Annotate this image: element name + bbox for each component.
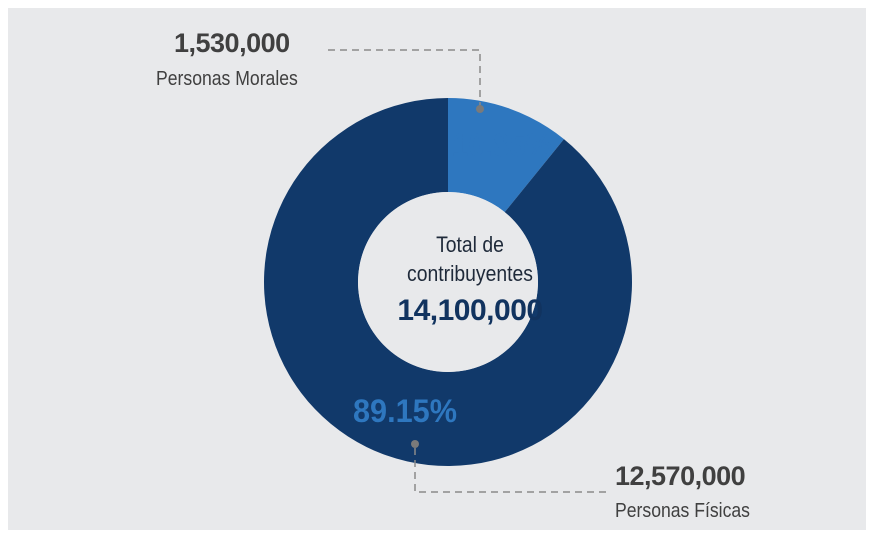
chart-panel: 10.85% 89.15% 1,530,000 Personas Morales … (8, 8, 866, 530)
center-total-value: 14,100,000 (397, 294, 543, 327)
slice-personas-morales (448, 98, 564, 213)
fisicas-leader-line (414, 448, 606, 493)
center-total-block: Total de contribuyentes 14,100,000 (386, 230, 554, 328)
fisicas-value-label: 12,570,000 (615, 461, 746, 491)
morales-name-label: Personas Morales (156, 68, 298, 90)
slice-personas-fisicas (264, 98, 632, 466)
fisicas-percent-label: 89.15% (353, 393, 457, 429)
morales-leader-dot (476, 105, 484, 113)
fisicas-name-label: Personas Físicas (615, 500, 750, 522)
morales-percent-label: 10.85% (452, 127, 552, 163)
morales-value-label: 1,530,000 (174, 28, 290, 58)
donut-chart: 10.85% 89.15% (264, 49, 632, 493)
morales-leader-line (328, 49, 481, 106)
center-label: Total de contribuyentes (407, 232, 533, 286)
fisicas-leader-dot (411, 440, 419, 448)
donut-hole (358, 192, 538, 372)
